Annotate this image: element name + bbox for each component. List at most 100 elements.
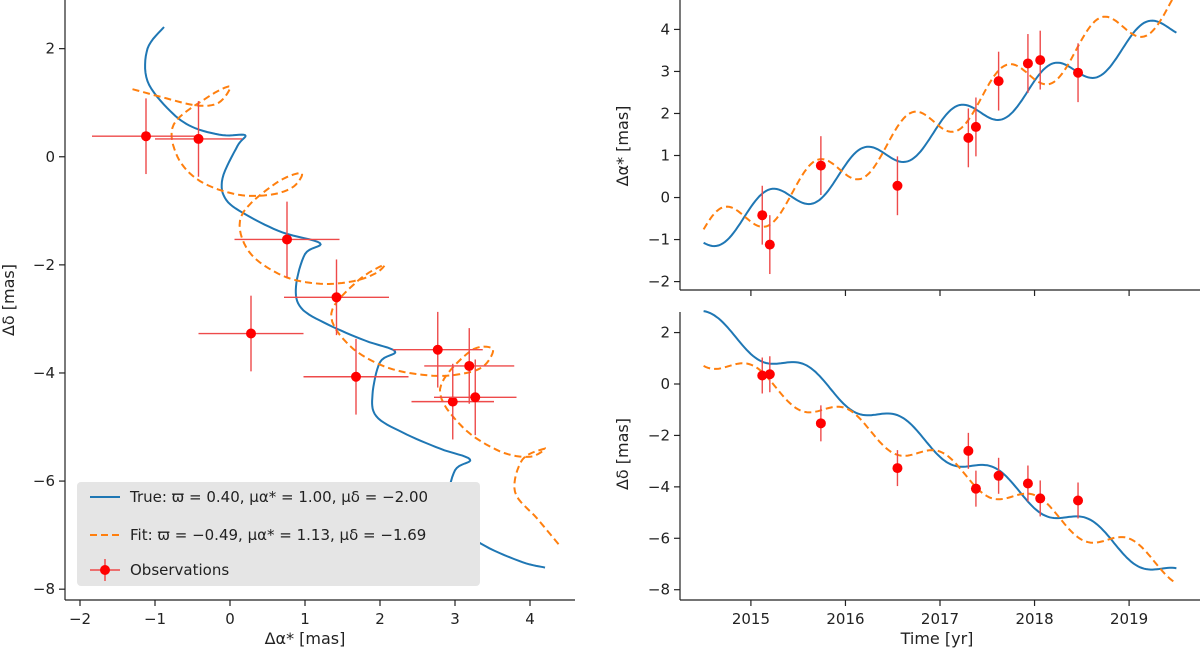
observation-marker: [1035, 493, 1046, 504]
dec-vs-time-observation: [757, 357, 768, 394]
observation-marker: [970, 483, 981, 494]
dec-vs-time-axes: 2015 2016 2017 2018 2019 −8 −6 −4 −2 0 2: [648, 312, 1200, 628]
dec-vs-time-y-axis-label: Δδ [mas]: [613, 418, 632, 490]
observation-marker: [815, 418, 826, 429]
ra-vs-time-y-tick-label: 0: [660, 189, 670, 207]
sky-track-x-tick-label: −1: [144, 610, 166, 628]
sky-track-y-tick-label: −6: [33, 472, 55, 490]
dec-vs-time-observation: [1073, 482, 1084, 519]
dec-vs-time-observation: [993, 457, 1004, 494]
ra-vs-time-y-tick-label: 2: [660, 104, 670, 122]
sky-track-observation: [303, 338, 409, 415]
dec-vs-time-y-tick-label: 2: [660, 324, 670, 342]
observation-marker: [764, 369, 775, 380]
observation-marker: [282, 234, 292, 245]
sky-track-y-tick-label: −8: [33, 580, 55, 598]
observation-marker: [432, 344, 443, 355]
ra-vs-time-y-tick-label: 4: [660, 20, 670, 38]
ra-vs-time-observation: [993, 51, 1004, 111]
ra-vs-time-observation: [963, 108, 974, 168]
dec-vs-time-x-tick-label: 2017: [921, 610, 959, 628]
dec-vs-time-series-fit-line: [703, 362, 1177, 585]
dec-vs-time-y-tick-label: −6: [648, 529, 670, 547]
dec-vs-time-plot-area: [703, 310, 1177, 585]
observation-marker: [470, 392, 481, 403]
observation-marker: [757, 210, 768, 221]
sky-track-observation: [284, 259, 389, 336]
dec-vs-time-x-axis-label: Time [yr]: [900, 629, 974, 648]
observation-marker: [764, 239, 775, 250]
sky-track-observation: [424, 328, 515, 404]
ra-vs-time-observation: [970, 97, 981, 157]
ra-vs-time-plot-area: [702, 0, 1177, 275]
observation-marker: [970, 121, 981, 132]
ra-vs-time-observation: [1035, 30, 1046, 90]
observation-marker: [1035, 55, 1046, 66]
ra-vs-time-series-fit-line: [702, 0, 1174, 230]
ra-vs-time-series-true-line: [703, 19, 1177, 248]
sky-track-x-axis-label: Δα* [mas]: [265, 629, 346, 648]
dec-vs-time-y-tick-label: −2: [648, 426, 670, 444]
sky-track-x-tick-label: 4: [525, 610, 535, 628]
sky-track-observation: [234, 201, 340, 278]
ra-vs-time-axes: −2 −1 0 1 2 3 4: [648, 0, 1200, 296]
sky-track-axes: −2 −1 0 1 2 3 4 −8 −6 −4 −2 0 2: [33, 0, 575, 628]
observation-marker: [141, 131, 151, 142]
observation-marker: [351, 371, 361, 382]
dec-vs-time-x-tick-label: 2016: [826, 610, 864, 628]
sky-track-observation: [434, 359, 517, 436]
observation-marker: [963, 445, 974, 456]
sky-track-series-fit-line: [132, 85, 561, 547]
dec-vs-time-observation: [892, 450, 903, 487]
observation-marker: [892, 180, 903, 191]
observation-marker: [993, 76, 1004, 87]
sky-track-x-tick-label: 0: [225, 610, 235, 628]
sky-track-y-tick-label: −4: [33, 364, 55, 382]
observation-marker: [1022, 58, 1033, 69]
sky-track-series-true-line: [144, 26, 546, 569]
ra-vs-time-observation: [815, 136, 826, 196]
sky-track-y-tick-label: −2: [33, 256, 55, 274]
ra-vs-time-observation: [757, 185, 768, 245]
observation-marker: [993, 470, 1004, 481]
observation-marker: [464, 360, 475, 371]
ra-vs-time-y-tick-label: −2: [648, 273, 670, 291]
observation-marker: [246, 328, 256, 339]
sky-track-y-tick-label: 0: [45, 148, 55, 166]
observation-marker: [1022, 478, 1033, 489]
ra-vs-time-panel: −2 −1 0 1 2 3 4 Δα* [mas]: [613, 0, 1200, 296]
dec-vs-time-y-tick-label: −8: [648, 581, 670, 599]
sky-track-x-tick-label: 3: [450, 610, 460, 628]
legend-fit-label: Fit: ϖ = −0.49, μα* = 1.13, μδ = −1.69: [130, 526, 426, 544]
legend-obs-label: Observations: [130, 561, 229, 579]
ra-vs-time-y-tick-label: 1: [660, 147, 670, 165]
dec-vs-time-series-true-line: [703, 310, 1177, 571]
sky-track-x-tick-label: 1: [300, 610, 310, 628]
sky-track-plot-area: [92, 26, 561, 569]
observation-marker: [963, 132, 974, 143]
dec-vs-time-observation: [963, 432, 974, 469]
sky-track-observation: [198, 295, 304, 372]
ra-vs-time-y-tick-label: −1: [648, 231, 670, 249]
observation-marker: [892, 463, 903, 474]
sky-track-x-tick-label: −2: [69, 610, 91, 628]
observation-marker: [1073, 495, 1084, 506]
dec-vs-time-observation: [764, 356, 775, 393]
ra-vs-time-observation: [1073, 43, 1084, 103]
ra-vs-time-observation: [764, 215, 775, 275]
observation-marker: [447, 396, 458, 407]
legend: True: ϖ = 0.40, μα* = 1.00, μδ = −2.00 F…: [77, 482, 480, 586]
dec-vs-time-x-tick-label: 2019: [1110, 610, 1148, 628]
sky-track-observation: [411, 363, 494, 440]
observation-marker: [331, 292, 342, 303]
ra-vs-time-observation: [1022, 34, 1033, 93]
dec-vs-time-observation: [1022, 465, 1033, 502]
dec-vs-time-observation: [970, 470, 981, 507]
ra-vs-time-y-tick-label: 3: [660, 62, 670, 80]
dec-vs-time-y-tick-label: 0: [660, 375, 670, 393]
observation-marker: [815, 160, 826, 171]
sky-track-observation: [392, 311, 483, 388]
sky-track-observation: [155, 101, 242, 177]
sky-track-observation: [92, 98, 200, 175]
dec-vs-time-x-tick-label: 2015: [732, 610, 770, 628]
